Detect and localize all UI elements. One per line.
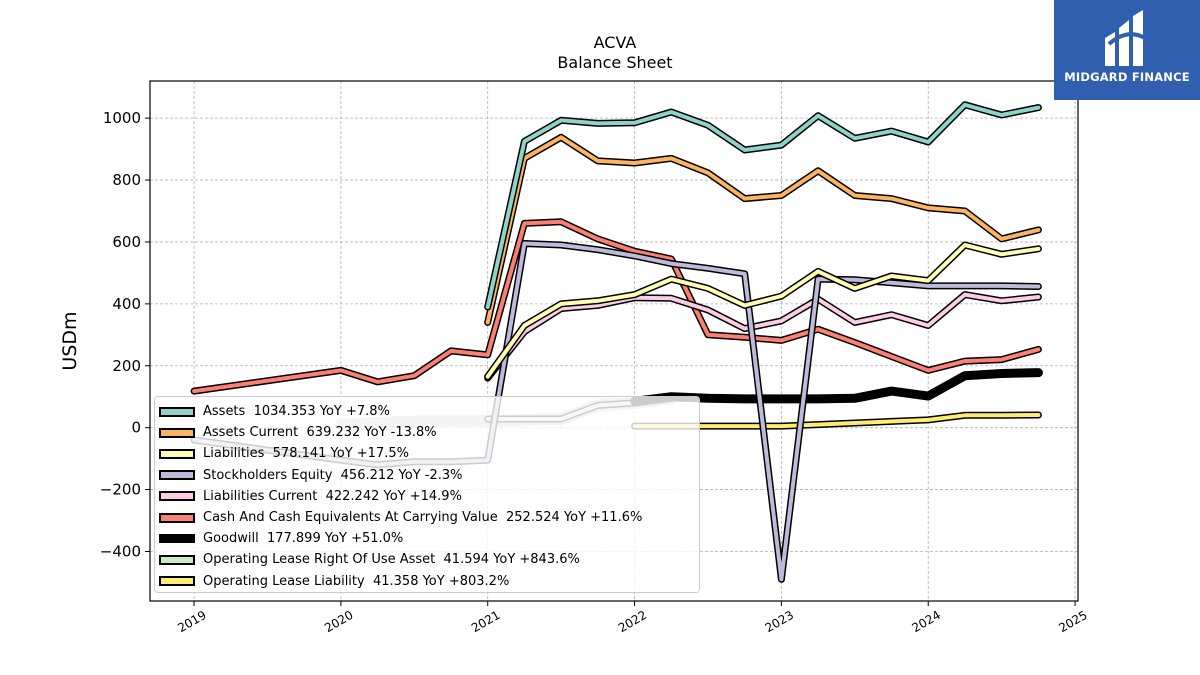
chart-title: ACVA [593, 33, 637, 52]
y-axis-label: USDm [59, 311, 81, 370]
y-tick-label: −200 [100, 481, 141, 499]
legend-item: Operating Lease Right Of Use Asset 41.59… [159, 549, 580, 570]
legend-item: Liabilities 578.141 YoY +17.5% [159, 443, 409, 464]
assets-outline [484, 101, 1042, 311]
legend-label: Stockholders Equity 456.212 YoY -2.3% [203, 467, 463, 483]
x-tick-label: 2022 [616, 608, 649, 635]
legend-item: Assets 1034.353 YoY +7.8% [159, 401, 390, 422]
legend-item: Assets Current 639.232 YoY -13.8% [159, 422, 437, 443]
legend-item: Stockholders Equity 456.212 YoY -2.3% [159, 465, 463, 486]
chart-legend: Assets 1034.353 YoY +7.8% Assets Current … [154, 396, 700, 593]
legend-swatch [159, 427, 195, 438]
legend-swatch [159, 534, 195, 544]
x-tick-label: 2023 [763, 608, 796, 635]
x-tick-label: 2021 [469, 608, 502, 635]
legend-label: Assets 1034.353 YoY +7.8% [203, 404, 390, 419]
plot-frame [149, 80, 1079, 602]
legend-swatch [159, 406, 195, 417]
logo-mark-icon [1105, 10, 1146, 66]
legend-label: Operating Lease Liability 41.358 YoY +80… [203, 573, 510, 589]
y-tick-label: 200 [112, 357, 141, 375]
liabilities-line [485, 243, 1041, 379]
goodwill-line [630, 368, 1043, 406]
legend-swatch [159, 576, 195, 587]
x-tick-label: 2024 [910, 608, 943, 635]
legend-label: Operating Lease Right Of Use Asset 41.59… [203, 552, 580, 568]
assets-line [485, 102, 1041, 309]
x-tick-label: 2020 [322, 608, 355, 635]
legend-label: Cash And Cash Equivalents At Carrying Va… [203, 510, 643, 525]
legend-item: Operating Lease Liability 41.358 YoY +80… [159, 571, 509, 592]
legend-swatch [159, 554, 195, 565]
assets-current-line [485, 135, 1041, 325]
cash-and-cash-equivalents-at-carrying-value-line [192, 219, 1041, 394]
legend-item: Cash And Cash Equivalents At Carrying Va… [159, 507, 642, 528]
legend-item: Liabilities Current 422.242 YoY +14.9% [159, 486, 462, 507]
legend-swatch [159, 470, 195, 481]
legend-label: Liabilities 578.141 YoY +17.5% [203, 446, 409, 462]
legend-swatch [159, 512, 195, 523]
liabilities-current-line [485, 292, 1041, 381]
y-tick-label: 800 [112, 171, 141, 189]
y-tick-label: 0 [131, 419, 141, 437]
legend-label: Goodwill 177.899 YoY +51.0% [203, 531, 404, 547]
logo-text: MIDGARD FINANCE [1064, 70, 1190, 84]
y-tick-label: 400 [112, 295, 141, 313]
y-tick-label: −400 [100, 542, 141, 560]
legend-item: Goodwill 177.899 YoY +51.0% [159, 528, 403, 549]
legend-swatch [159, 491, 195, 502]
operating-lease-liability-line [632, 413, 1041, 429]
y-tick-label: 1000 [103, 109, 141, 127]
legend-swatch [159, 448, 195, 459]
y-tick-label: 600 [112, 233, 141, 251]
legend-label: Assets Current 639.232 YoY -13.8% [203, 425, 437, 441]
midgard-finance-logo: MIDGARD FINANCE [1054, 0, 1200, 100]
x-tick-label: 2025 [1056, 608, 1089, 635]
x-tick-label: 2019 [175, 608, 208, 635]
chart-subtitle: Balance Sheet [557, 53, 673, 72]
legend-label: Liabilities Current 422.242 YoY +14.9% [203, 488, 462, 504]
